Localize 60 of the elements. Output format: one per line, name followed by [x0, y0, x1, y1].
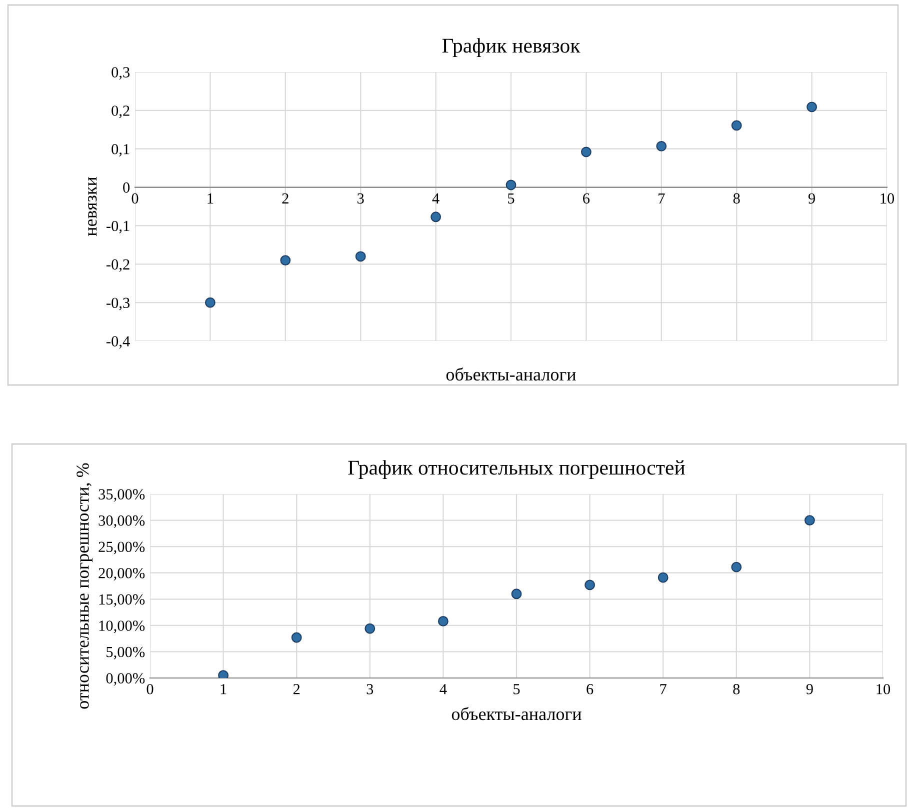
y-axis-title: невязки [88, 177, 97, 236]
point [364, 623, 376, 634]
y-tick-label: -0,4 [106, 336, 130, 349]
point [506, 180, 516, 190]
x-tick-label: 4 [440, 684, 447, 694]
x-tick-label: 6 [586, 684, 594, 694]
y-tick-label: 25,00% [98, 542, 145, 554]
x-tick-label: 3 [366, 684, 374, 694]
point [806, 102, 818, 112]
point [580, 146, 592, 158]
y-tick-label: 10,00% [99, 620, 145, 634]
y-axis-title: относительные погрешности, % [76, 463, 92, 709]
x-tick-label: 5 [508, 193, 514, 204]
y-tick-label: -0,1 [106, 220, 130, 234]
point [731, 562, 742, 572]
x-tick-label: 2 [293, 684, 300, 694]
x-tick-label: 2 [282, 193, 288, 204]
x-tick-label: 1 [220, 684, 226, 694]
y-tick-label: 0,3 [112, 67, 130, 80]
x-tick-label: 0 [146, 684, 154, 694]
x-tick-label: 8 [733, 193, 740, 204]
point [658, 572, 668, 583]
x-tick-label: 10 [876, 684, 890, 694]
y-tick-label: 30,00% [98, 515, 145, 528]
y-tick-label: 35,00% [98, 489, 145, 502]
point [291, 632, 302, 643]
x-tick-label: 10 [880, 193, 894, 204]
x-tick-label: 8 [733, 684, 740, 694]
x-tick-label: 7 [658, 193, 665, 204]
point [656, 140, 667, 152]
x-tick-label: 5 [514, 684, 520, 694]
chart-title: График невязок [442, 38, 580, 57]
y-tick-label: -0,3 [106, 298, 130, 310]
x-tick-label: 6 [583, 193, 590, 204]
x-tick-label: 4 [432, 193, 440, 204]
x-tick-label: 3 [358, 193, 364, 204]
point [430, 212, 442, 222]
point [355, 251, 366, 262]
y-tick-label: 5,00% [106, 646, 145, 660]
y-tick-label: 0 [123, 182, 130, 193]
x-tick-label: 7 [660, 684, 666, 694]
chart-title: График относительных погрешностей [348, 460, 685, 479]
point [584, 580, 596, 590]
y-tick-label: 20,00% [98, 568, 145, 581]
x-tick-label: 9 [808, 193, 815, 204]
y-tick-label: 0,00% [106, 673, 145, 686]
y-tick-label: -0,2 [106, 259, 130, 272]
point [804, 515, 815, 526]
point [204, 297, 216, 308]
y-tick-label: 0,1 [112, 144, 130, 157]
x-tick-label: 9 [806, 684, 813, 694]
point [280, 255, 291, 266]
x-tick-label: 1 [208, 193, 214, 204]
x-axis-title: объекты-аналоги [446, 368, 576, 381]
y-tick-label: 15,00% [99, 594, 145, 607]
x-axis-title: объекты-аналоги [452, 707, 582, 720]
point [438, 616, 448, 626]
point [731, 120, 742, 131]
y-tick-label: 0,2 [112, 106, 130, 118]
point [511, 588, 522, 600]
